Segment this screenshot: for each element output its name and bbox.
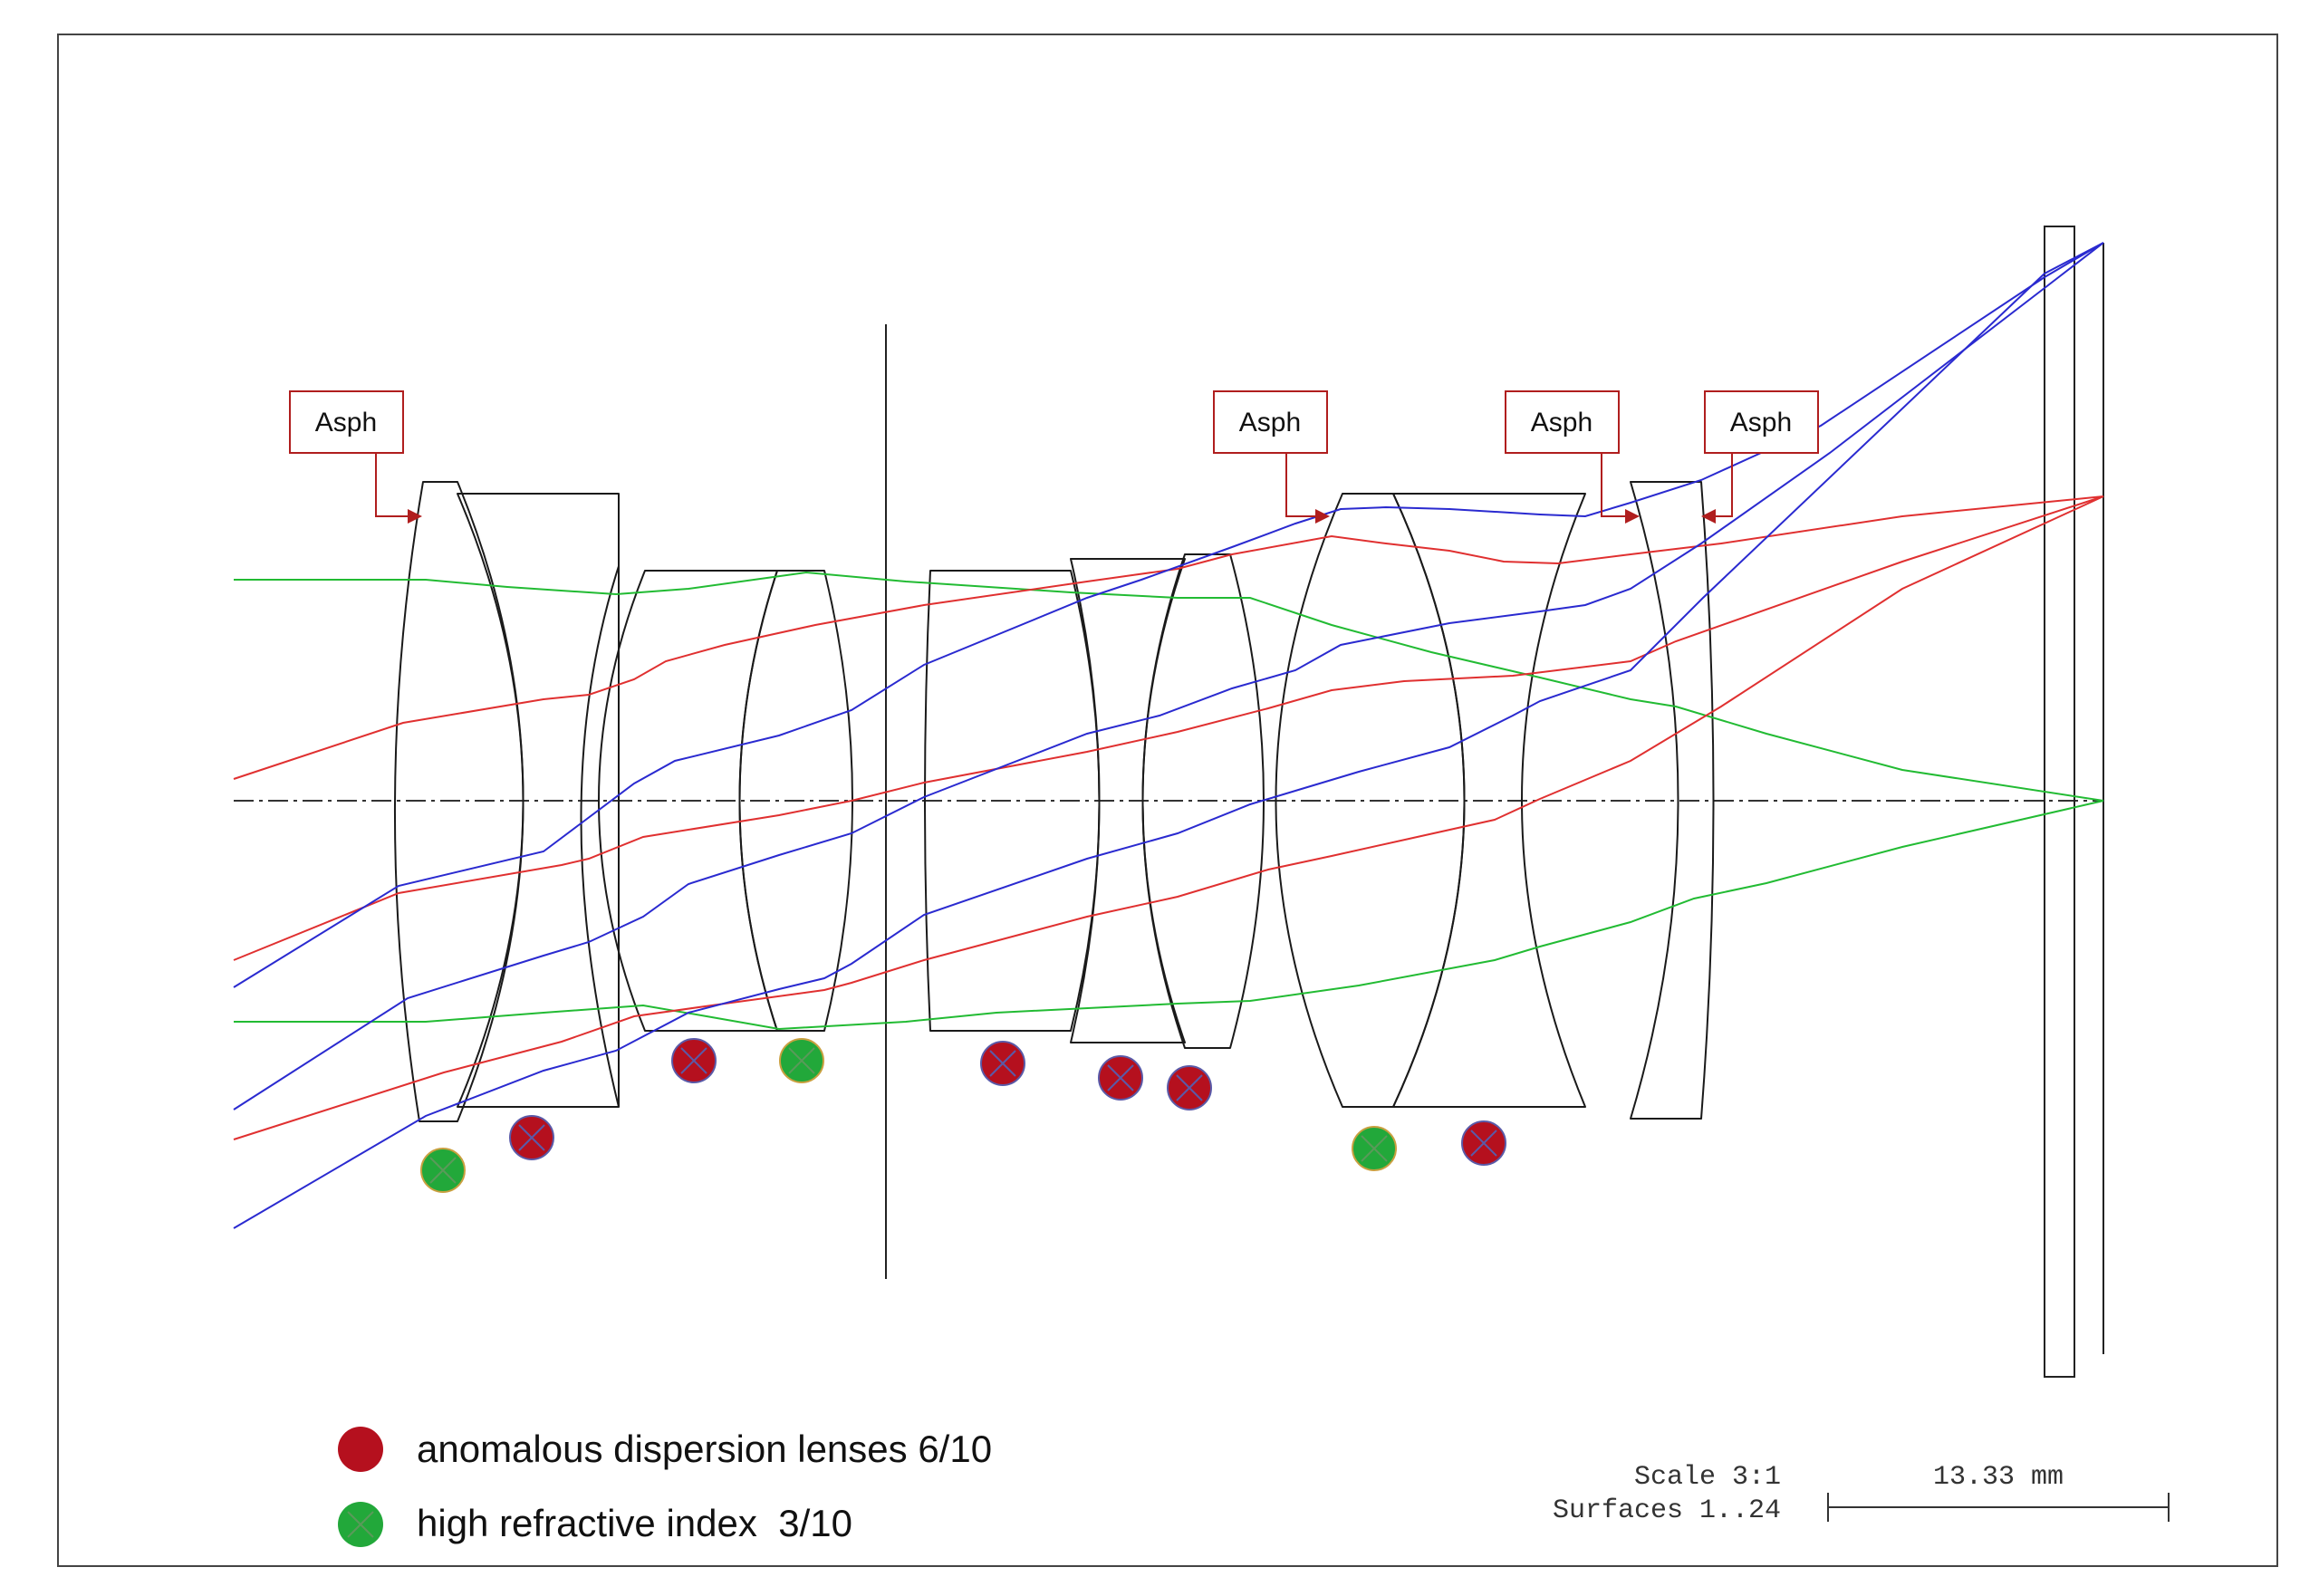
rays-blue — [233, 242, 2104, 1229]
legend: anomalous dispersion lenses 6/10 high re… — [338, 1427, 992, 1547]
asph-arrowhead-4 — [1701, 509, 1716, 524]
marker-anomalous-lens-6 — [1098, 1055, 1143, 1101]
legend-label-high-index: high refractive index 3/10 — [417, 1502, 852, 1544]
scale-bar-label: 13.33 mm — [1933, 1462, 2064, 1493]
marker-anomalous-lens-3 — [671, 1038, 717, 1083]
asph-callout-1: Asph — [289, 390, 422, 524]
surfaces-text: Surfaces 1..24 — [1553, 1495, 1781, 1526]
marker-high-index-lens-1 — [420, 1148, 466, 1193]
lens-4 — [738, 570, 853, 1032]
ray-blue-1 — [233, 242, 2104, 988]
ray-blue-2 — [233, 242, 2104, 1110]
asph-arrowhead-3 — [1625, 509, 1640, 524]
legend-item-anomalous: anomalous dispersion lenses 6/10 — [338, 1427, 992, 1472]
asph-arrow-4 — [1710, 453, 1733, 517]
marker-anomalous-lens-7 — [1167, 1065, 1212, 1110]
lens-10 — [1630, 481, 1715, 1120]
lens-2 — [457, 493, 620, 1108]
diagram-frame — [57, 34, 2278, 1567]
marker-high-index-lens-4 — [779, 1038, 824, 1083]
marker-anomalous-lens-2 — [509, 1115, 554, 1160]
asph-box-4 — [1704, 390, 1819, 454]
rays-red — [233, 495, 2104, 1140]
legend-item-high-index: high refractive index 3/10 — [338, 1502, 852, 1547]
asph-arrowhead-2 — [1315, 509, 1330, 524]
asph-box-3 — [1505, 390, 1620, 454]
scale-text: Scale 3:1 — [1634, 1462, 1781, 1493]
ray-green-upper — [234, 571, 2104, 802]
legend-swatch-anomalous — [338, 1427, 383, 1472]
asph-arrow-1 — [342, 452, 415, 517]
asph-callouts: Asph Asph Asph Asph — [289, 390, 1819, 524]
ray-red-3 — [233, 495, 2104, 1140]
asph-box-2 — [1213, 390, 1328, 454]
ray-red-2 — [233, 495, 2104, 961]
ray-blue-3 — [233, 242, 2104, 1229]
asph-arrow-2 — [1285, 453, 1321, 517]
rays-green — [234, 571, 2104, 1031]
asph-callout-4: Asph — [1701, 390, 1819, 524]
ray-green-lower — [234, 800, 2104, 1031]
asph-callout-2: Asph — [1213, 390, 1330, 524]
marker-anomalous-lens-5 — [980, 1041, 1025, 1086]
sensor-cover-glass — [2044, 226, 2075, 1378]
ray-red-1 — [233, 495, 2104, 780]
asph-callout-3: Asph — [1505, 390, 1640, 524]
asph-label-4: Asph — [1730, 408, 1792, 437]
marker-high-index-lens-8 — [1352, 1126, 1397, 1171]
legend-label-anomalous: anomalous dispersion lenses 6/10 — [417, 1428, 992, 1470]
asph-arrow-3 — [1601, 453, 1631, 517]
asph-label-3: Asph — [1531, 408, 1593, 437]
marker-anomalous-lens-9 — [1461, 1120, 1506, 1166]
scale-info: Scale 3:1 Surfaces 1..24 13.33 mm — [1553, 1462, 2170, 1526]
legend-swatch-high-index — [338, 1502, 383, 1547]
asph-arrowhead-1 — [408, 509, 422, 524]
glass-markers — [420, 1038, 1506, 1193]
asph-label-1: Asph — [315, 408, 377, 437]
asph-label-2: Asph — [1239, 408, 1301, 437]
